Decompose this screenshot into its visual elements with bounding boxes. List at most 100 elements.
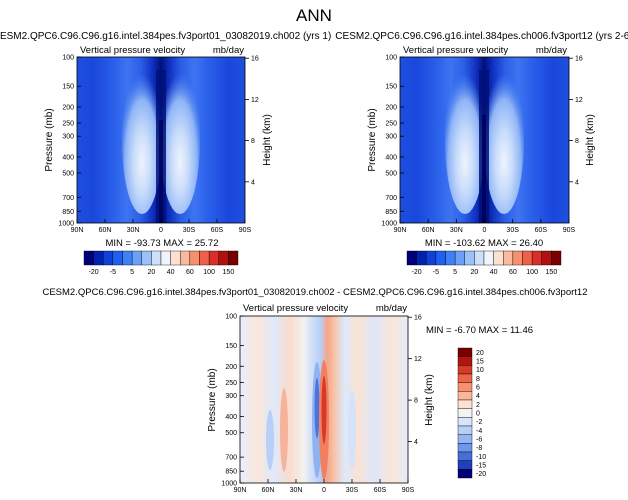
panel-c-field xyxy=(240,316,408,483)
panel-c-y-tick-label: 300 xyxy=(225,393,237,400)
panel-a-colorbar-swatch xyxy=(180,250,191,266)
panel-c-colorbar-swatch xyxy=(457,391,473,401)
panel-b-colorbar-swatch xyxy=(503,250,514,266)
panel-b-y-tick-label: 400 xyxy=(385,154,397,161)
panel-b-colorbar-swatch xyxy=(474,250,485,266)
panel-b-cell-nh xyxy=(445,66,485,214)
panel-a-y-right-tick-label: 8 xyxy=(251,138,255,145)
panel-b-colorbar-swatch xyxy=(531,250,542,266)
panel-a-colorbar-swatch xyxy=(228,250,239,266)
panel-c-x-tick-label: 60N xyxy=(262,487,275,494)
panel-a-colorbar-label: -5 xyxy=(110,269,116,276)
panel-b-field xyxy=(400,57,569,223)
panel-a-y-tick-label: 200 xyxy=(62,104,74,111)
panel-b-colorbar-swatch xyxy=(406,250,417,266)
panel-c-y-tick-label: 850 xyxy=(225,469,237,476)
panel-a-y-tick-label: 300 xyxy=(62,134,74,141)
panel-c-colorbar-swatch xyxy=(457,365,473,375)
panel-b-colorbar-swatch xyxy=(464,250,475,266)
panel-b-y-tick-label: 150 xyxy=(385,84,397,91)
panel-c-colorbar-label: -20 xyxy=(476,471,486,478)
panel-b-y-tick-label: 250 xyxy=(385,121,397,128)
panel-a-minmax: MIN = -93.73 MAX = 25.72 xyxy=(105,238,218,249)
panel-c-x-tick-label: 30N xyxy=(290,487,303,494)
panel-a-colorbar-swatch xyxy=(103,250,114,266)
panel-b-x-tick-label: 60S xyxy=(535,227,548,234)
panel-a: CESM2.QPC6.C96.C96.g16.intel.384pes.fv3p… xyxy=(0,31,331,276)
panel-a-x-tick-label: 30N xyxy=(127,227,140,234)
panel-b-colorbar-label: -20 xyxy=(412,269,422,276)
panel-a-y-right-tick-label: 4 xyxy=(251,179,255,186)
panel-b-colorbar-label: 100 xyxy=(526,269,538,276)
panel-b-y-right-tick-label: 16 xyxy=(575,56,583,63)
panel-b-x-tick-label: 30N xyxy=(450,227,463,234)
panel-b-colorbar-swatch xyxy=(551,250,562,266)
panel-c-blue-streak-west xyxy=(266,410,274,470)
panel-b-colorbar-label: -5 xyxy=(433,269,439,276)
panel-a-colorbar-swatch xyxy=(170,250,181,266)
panel-c-colorbar-swatch xyxy=(457,425,473,435)
panel-b-colorbar-label: 150 xyxy=(546,269,558,276)
panel-b-colorbar-label: 60 xyxy=(509,269,517,276)
panel-c-ylabel: Pressure (mb) xyxy=(207,368,218,431)
panel-a-colorbar-swatch xyxy=(112,250,123,266)
panel-b-y-tick-label: 100 xyxy=(385,55,397,62)
panel-a-x-tick-label: 30S xyxy=(183,227,196,234)
panel-b-y-tick-label: 200 xyxy=(385,104,397,111)
panel-b: CESM2.QPC6.C96.C96.g16.intel.384pes.ch00… xyxy=(335,31,628,276)
panel-c-y-tick-label: 150 xyxy=(225,343,237,350)
panel-b-colorbar-swatch xyxy=(493,250,504,266)
panel-c-title: CESM2.QPC6.C96.C96.g16.intel.384pes.fv3p… xyxy=(42,287,587,298)
panel-c-colorbar-swatch xyxy=(457,451,473,461)
panel-b-minmax: MIN = -103.62 MAX = 26.40 xyxy=(425,238,543,249)
panel-b-y-tick-label: 1000 xyxy=(381,221,397,228)
panel-a-ylabel-right: Height (km) xyxy=(262,114,273,166)
panel-a-colorbar-label: 20 xyxy=(147,269,155,276)
panel-b-colorbar-label: 20 xyxy=(470,269,478,276)
panel-b-subtitle-right: mb/day xyxy=(536,45,567,56)
panel-c-colorbar-label: -8 xyxy=(476,445,482,452)
panel-c-colorbar-label: -4 xyxy=(476,428,482,435)
panel-a-y-right-tick-label: 16 xyxy=(251,56,259,63)
panel-c: CESM2.QPC6.C96.C96.g16.intel.384pes.fv3p… xyxy=(42,287,587,494)
panel-a-y-tick-label: 250 xyxy=(62,121,74,128)
panel-b-itcz-core xyxy=(482,115,486,223)
panel-a-subtitle-left: Vertical pressure velocity xyxy=(80,45,185,56)
panel-a-colorbar-label: 5 xyxy=(130,269,134,276)
panel-b-colorbar: -20 -5 5 20 40 60 100 150 xyxy=(406,250,562,276)
panel-a-axes: 90N 60N 30N 0 30S 60S 90S 100 150 200 250 300 400 500… xyxy=(58,55,258,235)
panel-c-y-tick-label: 500 xyxy=(225,430,237,437)
panel-a-subtitle-right: mb/day xyxy=(213,45,244,56)
panel-b-colorbar-label: 5 xyxy=(453,269,457,276)
panel-b-title: CESM2.QPC6.C96.C96.g16.intel.384pes.ch00… xyxy=(335,31,628,42)
panel-c-red-streak-nh xyxy=(280,388,288,472)
panel-a-x-tick-label: 60N xyxy=(99,227,112,234)
panel-a-y-tick-label: 700 xyxy=(62,195,74,202)
panel-c-colorbar-swatch xyxy=(457,356,473,366)
panel-c-minmax: MIN = -6.70 MAX = 11.46 xyxy=(426,325,533,336)
panel-b-cell-sh xyxy=(484,66,524,214)
panel-a-colorbar-swatch xyxy=(141,250,152,266)
panel-c-ylabel-right: Height (km) xyxy=(424,374,435,426)
panel-b-ylabel-right: Height (km) xyxy=(585,114,596,166)
panel-b-x-tick-label: 90S xyxy=(563,227,576,234)
panel-a-colorbar-swatch xyxy=(218,250,229,266)
panel-c-colorbar-swatch xyxy=(457,373,473,383)
panel-a-y-tick-label: 500 xyxy=(62,171,74,178)
panel-a-y-tick-label: 400 xyxy=(62,154,74,161)
panel-c-colorbar-swatch xyxy=(457,347,473,357)
panel-b-x-tick-label: 30S xyxy=(506,227,519,234)
panel-b-y-right-tick-label: 4 xyxy=(575,179,579,186)
panel-a-colorbar-label: 40 xyxy=(167,269,175,276)
panel-b-axes: 90N 60N 30N 0 30S 60S 90S 100 150 200 250 300 400 500… xyxy=(381,55,582,235)
panel-c-colorbar-label: -15 xyxy=(476,463,486,470)
panel-c-colorbar-label: -10 xyxy=(476,454,486,461)
panel-c-colorbar-label: 8 xyxy=(476,376,480,383)
panel-c-colorbar-swatch xyxy=(457,417,473,427)
panel-c-x-tick-label: 0 xyxy=(322,487,326,494)
panel-b-x-tick-label: 60N xyxy=(422,227,435,234)
panel-a-itcz-core xyxy=(159,120,163,223)
panel-a-colorbar-swatch xyxy=(83,250,94,266)
panel-b-x-tick-label: 90N xyxy=(394,227,407,234)
